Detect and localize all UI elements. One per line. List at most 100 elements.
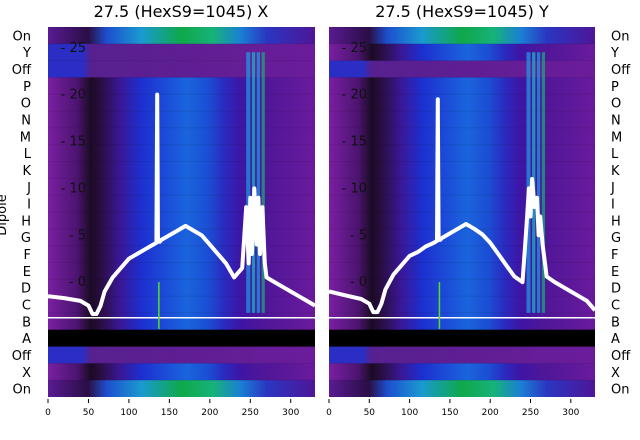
stripe-band [541, 52, 546, 313]
heatmap-row-m-6 [329, 127, 595, 146]
heatmap-row-off-19 [48, 346, 315, 364]
heatmap-row-x-20 [48, 363, 315, 381]
heatmap-row-n-5 [329, 111, 595, 129]
heatmap-row-off-2 [48, 60, 315, 78]
right-panel-title: 27.5 (HexS9=1045) Y [375, 2, 549, 21]
row-label-l: L [24, 147, 32, 162]
heatmap-row-b-17 [329, 312, 595, 331]
row-label-a: A [611, 332, 620, 347]
overlay-y-tick: - 5 [350, 228, 367, 243]
overlay-curve [48, 92, 315, 316]
row-label-y: Y [610, 46, 619, 61]
x-tick-label: 50 [83, 408, 95, 418]
heatmap-row-p-3 [48, 77, 315, 95]
row-label-b: B [22, 315, 31, 330]
heatmap-row-o-4 [329, 94, 595, 112]
heatmap-row-p-3 [329, 77, 595, 95]
heatmap-row-i-10 [329, 195, 595, 213]
row-label-i: I [27, 198, 31, 213]
row-label-h: H [21, 214, 31, 229]
row-label-off: Off [611, 349, 631, 364]
row-label-j: J [26, 181, 31, 196]
row-label-j: J [610, 181, 615, 196]
overlay-y-tick: - 20 [342, 88, 367, 103]
stripe-band [261, 52, 265, 313]
heatmap-row-on-0 [48, 27, 315, 45]
row-label-e: E [23, 265, 31, 280]
heatmap-row-j-9 [48, 178, 315, 196]
row-label-g: G [611, 231, 621, 246]
x-tick-label: 200 [201, 408, 218, 418]
row-label-f: F [24, 248, 31, 263]
overlay-y-tick: - 10 [61, 181, 86, 196]
left-panel-title: 27.5 (HexS9=1045) X [94, 2, 269, 21]
heatmap-row-on-21 [48, 380, 315, 397]
overlay-y-tick: - 15 [342, 135, 367, 150]
x-tick-label: 200 [482, 408, 499, 418]
heatmap-row-o-4 [48, 94, 315, 112]
row-label-on: On [611, 383, 629, 398]
heatmap-row-b-17 [48, 312, 315, 331]
row-label-d: D [611, 282, 621, 297]
x-tick-label: 100 [401, 408, 418, 418]
row-label-x: X [22, 366, 31, 381]
row-label-h: H [611, 214, 621, 229]
heatmap-row-y-1 [329, 43, 595, 62]
row-label-on: On [13, 383, 31, 398]
row-label-i: I [611, 198, 615, 213]
x-tick-label: 100 [120, 408, 137, 418]
row-label-k: K [611, 164, 620, 179]
heatmap-row-m-6 [48, 127, 315, 146]
row-label-l: L [611, 147, 619, 162]
row-label-n: N [21, 114, 31, 129]
overlay-y-tick: - 0 [350, 275, 367, 290]
overlay-y-tick: - 20 [61, 88, 86, 103]
x-tick-label: 0 [326, 408, 332, 418]
row-label-m: M [20, 130, 31, 145]
heatmap-row-off-2 [329, 60, 595, 78]
left-x-ticks: 0 50 100 150 200 250 300 [45, 399, 300, 418]
overlay-y-tick: - 10 [342, 181, 367, 196]
x-tick-label: 150 [441, 408, 458, 418]
overlay-y-tick: - 25 [342, 41, 367, 56]
row-label-m: M [611, 130, 622, 145]
left-heatmap-panel: - 0 - 5 - 10 - 15 - 20 - 25 [48, 27, 315, 397]
row-label-g: G [21, 231, 31, 246]
heatmap-row-a-18 [329, 329, 595, 348]
heatmap-row-f-13 [329, 245, 595, 263]
row-label-off: Off [12, 63, 32, 78]
heatmap-row-on-0 [329, 27, 595, 45]
heatmap-row-j-9 [329, 178, 595, 196]
right-x-ticks: 0 50 100 150 200 250 300 [326, 399, 580, 418]
row-label-off: Off [12, 349, 32, 364]
x-tick-label: 300 [282, 408, 299, 418]
right-heatmap-panel: - 0 - 5 - 10 - 15 - 20 - 25 [329, 27, 595, 397]
stripe-band [256, 52, 260, 313]
heatmap-row-n-5 [48, 111, 315, 129]
heatmap-row-f-13 [48, 245, 315, 263]
row-label-b: B [611, 315, 620, 330]
overlay-curve [329, 97, 595, 315]
heatmap-row-i-10 [48, 195, 315, 213]
y-axis-label: Dipole [0, 194, 10, 235]
x-tick-label: 150 [161, 408, 178, 418]
x-tick-label: 0 [45, 408, 51, 418]
heatmap-row-y-1 [48, 43, 315, 62]
heatmap-row-on-21 [329, 380, 595, 397]
row-label-f: F [611, 248, 618, 263]
stripe-band [526, 52, 531, 313]
heatmap-row-g-12 [48, 228, 315, 247]
row-label-o: O [21, 97, 31, 112]
row-label-n: N [611, 114, 621, 129]
heatmap-row-a-18 [48, 329, 315, 348]
x-tick-label: 250 [242, 408, 259, 418]
row-label-on: On [611, 29, 629, 44]
heatmap-row-e-14 [48, 262, 315, 280]
x-tick-label: 50 [364, 408, 376, 418]
heatmap-row-x-20 [329, 363, 595, 381]
x-tick-label: 250 [522, 408, 539, 418]
row-label-off: Off [611, 63, 631, 78]
x-tick-label: 300 [562, 408, 579, 418]
